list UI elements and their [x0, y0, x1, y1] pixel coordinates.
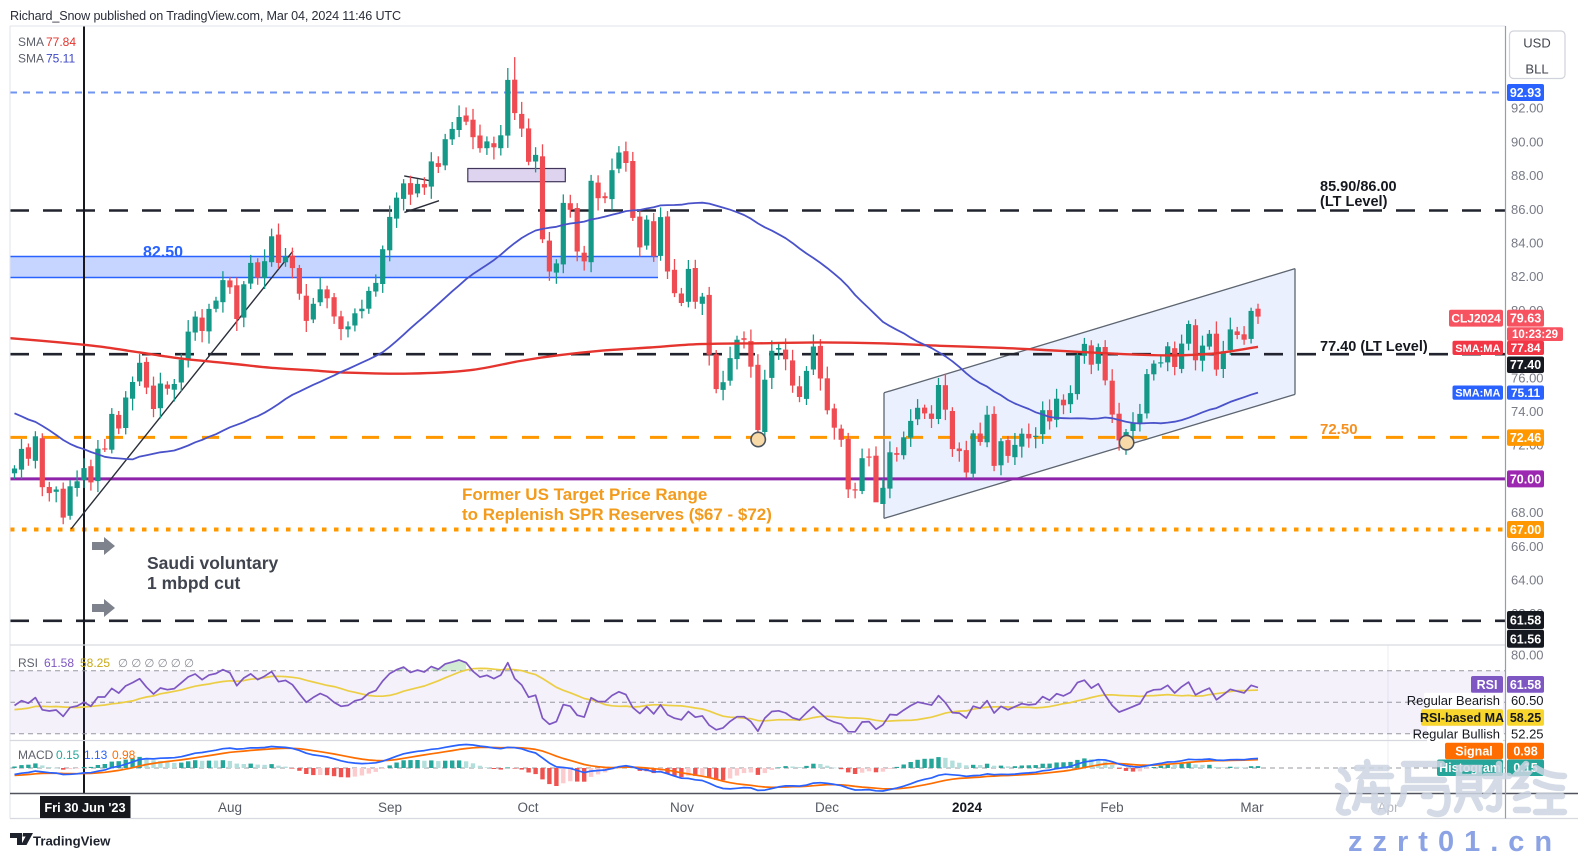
svg-text:Former US Target Price Range: Former US Target Price Range: [462, 485, 707, 504]
svg-text:92.93: 92.93: [1510, 86, 1541, 100]
svg-text:70.00: 70.00: [1510, 472, 1541, 486]
svg-text:2024: 2024: [952, 800, 983, 815]
svg-text:SMA:MA: SMA:MA: [1455, 343, 1500, 355]
svg-text:SMA: SMA: [18, 35, 44, 49]
svg-text:84.00: 84.00: [1511, 236, 1544, 251]
svg-text:Fri 30 Jun '23: Fri 30 Jun '23: [44, 800, 125, 815]
svg-text:0.98: 0.98: [112, 748, 136, 762]
svg-text:76.00: 76.00: [1511, 370, 1544, 385]
svg-text:75.11: 75.11: [1511, 386, 1541, 400]
svg-text:77.40: 77.40: [1510, 358, 1541, 372]
svg-text:68.00: 68.00: [1511, 505, 1544, 520]
svg-text:58.25: 58.25: [1510, 711, 1541, 725]
svg-text:zzrt01.cn: zzrt01.cn: [1348, 826, 1562, 857]
svg-text:Aug: Aug: [218, 800, 242, 815]
svg-text:Signal: Signal: [1455, 745, 1493, 759]
svg-text:to Replenish SPR Reserves ($67: to Replenish SPR Reserves ($67 - $72): [462, 505, 772, 524]
svg-text:(LT Level): (LT Level): [1320, 194, 1388, 210]
svg-text:∅: ∅: [171, 658, 181, 670]
svg-text:∅: ∅: [118, 658, 128, 670]
svg-text:72.46: 72.46: [1510, 431, 1541, 445]
svg-text:72.50: 72.50: [1320, 421, 1358, 438]
svg-text:77.84: 77.84: [1510, 341, 1540, 355]
svg-text:85.90/86.00: 85.90/86.00: [1320, 179, 1397, 195]
svg-text:∅: ∅: [184, 658, 194, 670]
svg-text:82.00: 82.00: [1511, 269, 1544, 284]
svg-text:∅: ∅: [158, 658, 168, 670]
svg-text:79.63: 79.63: [1510, 312, 1541, 326]
svg-text:SMA:MA: SMA:MA: [1455, 388, 1500, 400]
svg-text:RSI: RSI: [18, 656, 38, 670]
svg-text:Oct: Oct: [517, 800, 538, 815]
svg-text:61.56: 61.56: [1510, 632, 1541, 646]
svg-text:10:23:29: 10:23:29: [1512, 329, 1558, 341]
svg-text:61.58: 61.58: [1510, 614, 1541, 628]
svg-text:∅: ∅: [144, 658, 154, 670]
svg-text:1.13: 1.13: [84, 748, 108, 762]
svg-text:75.11: 75.11: [46, 52, 75, 66]
svg-text:92.00: 92.00: [1511, 101, 1544, 116]
svg-text:61.58: 61.58: [44, 656, 74, 670]
svg-text:RSI: RSI: [1477, 678, 1498, 692]
svg-text:TradingView: TradingView: [33, 834, 111, 849]
svg-text:BLL: BLL: [1525, 62, 1548, 77]
svg-text:90.00: 90.00: [1511, 134, 1544, 149]
svg-text:Sep: Sep: [378, 800, 402, 815]
svg-text:SMA: SMA: [18, 52, 44, 66]
svg-text:64.00: 64.00: [1511, 573, 1544, 588]
svg-text:82.50: 82.50: [143, 244, 183, 261]
svg-text:74.00: 74.00: [1511, 404, 1544, 419]
svg-text:60.50: 60.50: [1511, 693, 1544, 708]
svg-text:Mar: Mar: [1240, 800, 1264, 815]
svg-text:∅: ∅: [131, 658, 141, 670]
svg-text:CLJ2024: CLJ2024: [1451, 312, 1501, 326]
svg-text:0.98: 0.98: [1513, 745, 1537, 759]
svg-text:88.00: 88.00: [1511, 168, 1544, 183]
svg-text:0.15: 0.15: [56, 748, 80, 762]
svg-text:58.25: 58.25: [80, 656, 110, 670]
svg-text:Regular Bullish: Regular Bullish: [1413, 727, 1500, 742]
svg-text:Saudi voluntary: Saudi voluntary: [147, 553, 279, 573]
svg-text:Nov: Nov: [670, 800, 694, 815]
svg-text:67.00: 67.00: [1510, 523, 1541, 537]
svg-text:66.00: 66.00: [1511, 539, 1544, 554]
svg-text:77.84: 77.84: [46, 35, 76, 49]
svg-text:Dec: Dec: [815, 800, 839, 815]
svg-text:1 mbpd cut: 1 mbpd cut: [147, 573, 241, 593]
svg-text:MACD: MACD: [18, 748, 54, 762]
svg-text:Richard_Snow published on Trad: Richard_Snow published on TradingView.co…: [10, 9, 401, 23]
svg-text:USD: USD: [1523, 36, 1550, 51]
svg-text:RSI-based MA: RSI-based MA: [1420, 711, 1504, 725]
svg-text:61.58: 61.58: [1510, 678, 1541, 692]
svg-text:80.00: 80.00: [1511, 648, 1544, 663]
svg-text:Regular Bearish: Regular Bearish: [1407, 693, 1500, 708]
svg-text:Feb: Feb: [1100, 800, 1123, 815]
svg-text:77.40 (LT Level): 77.40 (LT Level): [1320, 339, 1428, 355]
svg-text:52.25: 52.25: [1511, 727, 1544, 742]
svg-text:86.00: 86.00: [1511, 202, 1544, 217]
